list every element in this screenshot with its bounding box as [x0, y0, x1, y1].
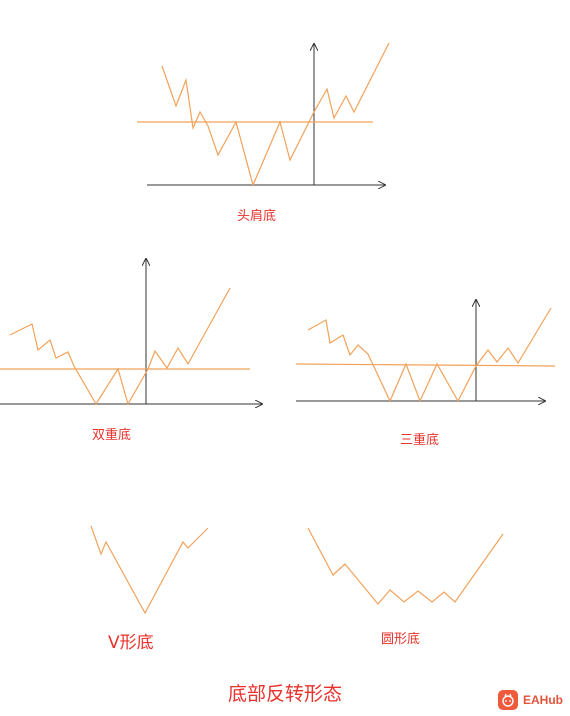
eahub-logo-icon [498, 690, 518, 710]
triple-bottom-label: 三重底 [400, 429, 439, 448]
head-shoulders-label: 头肩底 [237, 205, 276, 224]
eahub-watermark-text: EAHub [523, 693, 563, 707]
eahub-watermark: EAHub [498, 690, 563, 710]
triple-bottom-neckline [296, 364, 555, 366]
diagram-title: 底部反转形态 [228, 679, 342, 706]
rounded-bottom-price-line [308, 528, 503, 604]
triple-bottom-price-line [308, 308, 551, 401]
double-bottom-price-line [10, 288, 230, 404]
triple-bottom-figure [296, 300, 555, 401]
v-bottom-price-line [91, 526, 208, 613]
head-shoulders-price-line [162, 43, 389, 185]
head-shoulders-figure [137, 43, 389, 185]
double-bottom-label: 双重底 [92, 424, 131, 443]
v-bottom-label: V形底 [108, 628, 154, 653]
double-bottom-figure [0, 259, 262, 404]
rounded-bottom-label: 圆形底 [381, 628, 420, 647]
